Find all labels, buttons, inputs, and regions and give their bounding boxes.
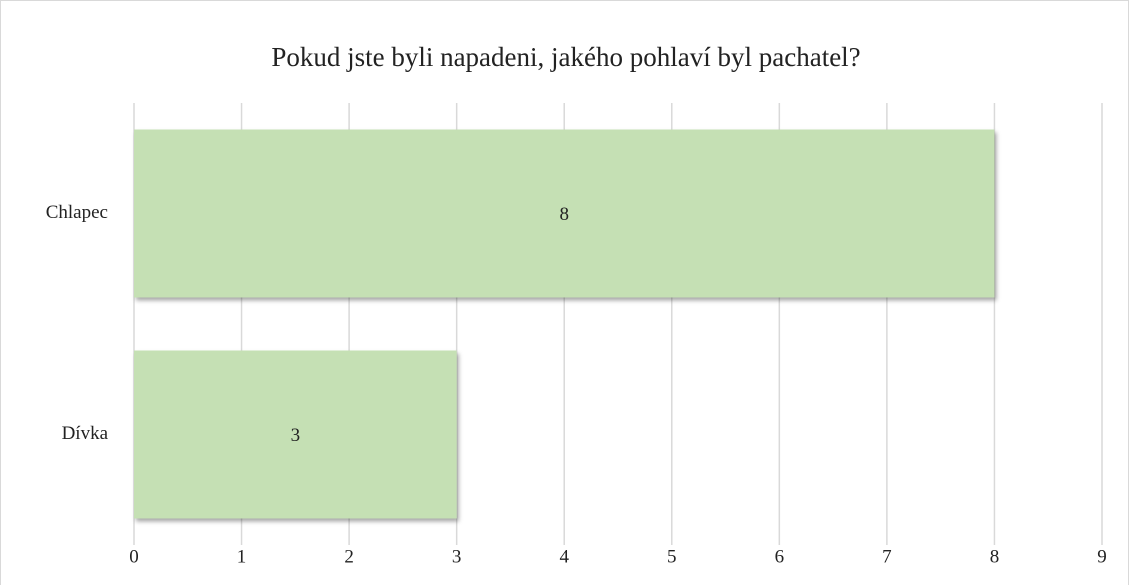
x-tick-label: 4 [559,546,569,567]
data-label: 8 [559,204,569,225]
x-tick-label: 1 [237,546,247,567]
x-tick-label: 8 [990,546,1000,567]
x-tick-label: 0 [129,546,139,567]
y-tick-label: Dívka [62,423,109,444]
x-tick-label: 7 [882,546,892,567]
y-tick-label: Chlapec [46,202,108,223]
x-tick-label: 6 [775,546,785,567]
x-tick-label: 9 [1097,546,1107,567]
bar [134,129,995,298]
x-tick-label: 2 [344,546,354,567]
data-label: 3 [291,425,301,446]
x-tick-label: 5 [667,546,677,567]
bar [134,350,457,519]
x-tick-label: 3 [452,546,462,567]
chart-title: Pokud jste byli napadeni, jakého pohlaví… [271,42,860,72]
